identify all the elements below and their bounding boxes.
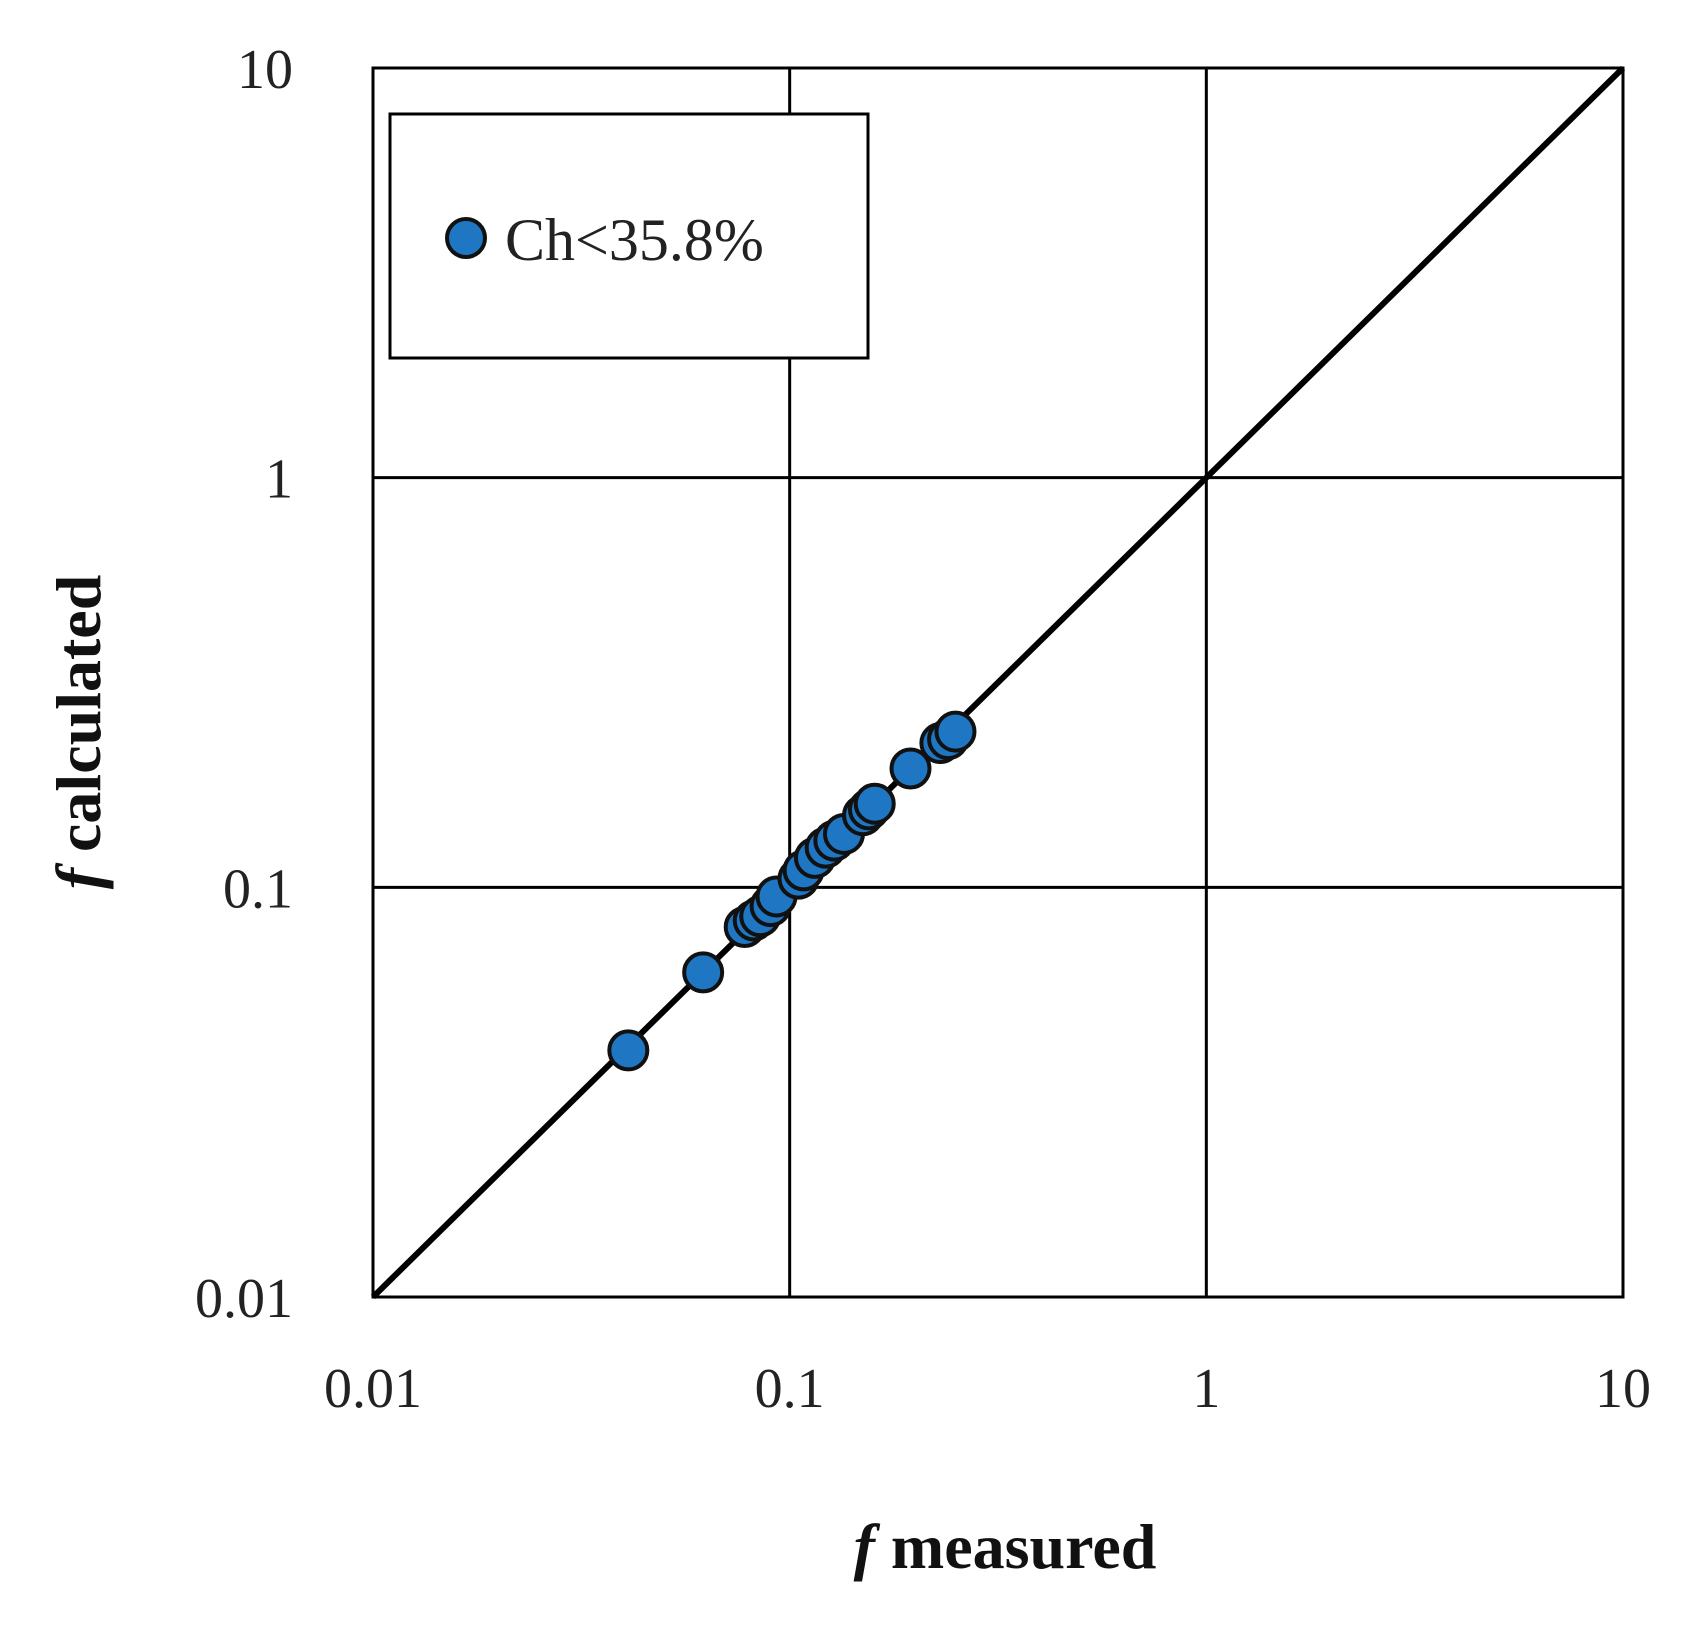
y-tick-label: 0.1: [223, 858, 293, 920]
identity-reference-line: [370, 65, 1626, 1300]
y-axis-title: f calculated: [43, 575, 114, 890]
x-axis-title-text: measured: [875, 1511, 1156, 1582]
x-axis-tick-labels: 0.01 0.1 1 10: [324, 1358, 1651, 1420]
legend-marker: [445, 217, 487, 259]
legend-label: Ch<35.8%: [505, 207, 764, 273]
data-point: [607, 1029, 650, 1072]
y-tick-label: 0.01: [195, 1268, 293, 1330]
x-axis-title: f measured: [854, 1511, 1157, 1582]
x-tick-label: 1: [1192, 1358, 1220, 1420]
data-point: [853, 782, 896, 825]
plot-area-frame: [371, 66, 1625, 1299]
x-tick-label: 0.01: [324, 1358, 422, 1420]
data-point: [889, 747, 932, 790]
y-axis-title-text: calculated: [43, 575, 114, 868]
x-tick-label: 0.1: [755, 1358, 825, 1420]
y-tick-label: 10: [237, 39, 293, 101]
data-point: [682, 951, 725, 994]
y-tick-label: 1: [265, 449, 293, 511]
data-points: [607, 710, 977, 1072]
data-point: [934, 710, 977, 753]
y-axis-tick-labels: 0.01 0.1 1 10: [195, 39, 293, 1330]
x-tick-label: 10: [1595, 1358, 1651, 1420]
legend: Ch<35.8%: [388, 112, 870, 360]
